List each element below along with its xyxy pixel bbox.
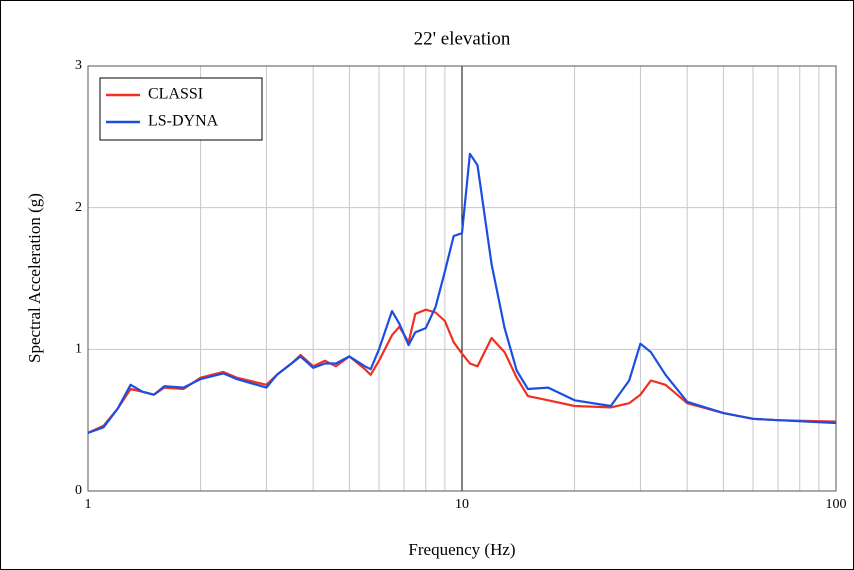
x-axis-label: Frequency (Hz) bbox=[408, 540, 515, 559]
y-tick-label: 3 bbox=[75, 58, 82, 73]
plot-border bbox=[87, 65, 837, 492]
x-tick-label: 100 bbox=[826, 497, 847, 512]
legend-label: CLASSI bbox=[148, 86, 203, 103]
series-line bbox=[87, 308, 837, 434]
chart-title: 22' elevation bbox=[414, 28, 511, 49]
y-axis-label: Spectral Acceleration (g) bbox=[25, 193, 44, 363]
series-line bbox=[87, 152, 837, 434]
legend-label: LS-DYNA bbox=[148, 113, 219, 130]
y-tick-label: 2 bbox=[75, 200, 82, 215]
y-tick-label: 1 bbox=[75, 342, 82, 357]
legend-box bbox=[99, 77, 263, 141]
x-tick-label: 1 bbox=[85, 497, 92, 512]
y-tick-label: 0 bbox=[75, 483, 82, 498]
x-tick-label: 10 bbox=[455, 497, 469, 512]
